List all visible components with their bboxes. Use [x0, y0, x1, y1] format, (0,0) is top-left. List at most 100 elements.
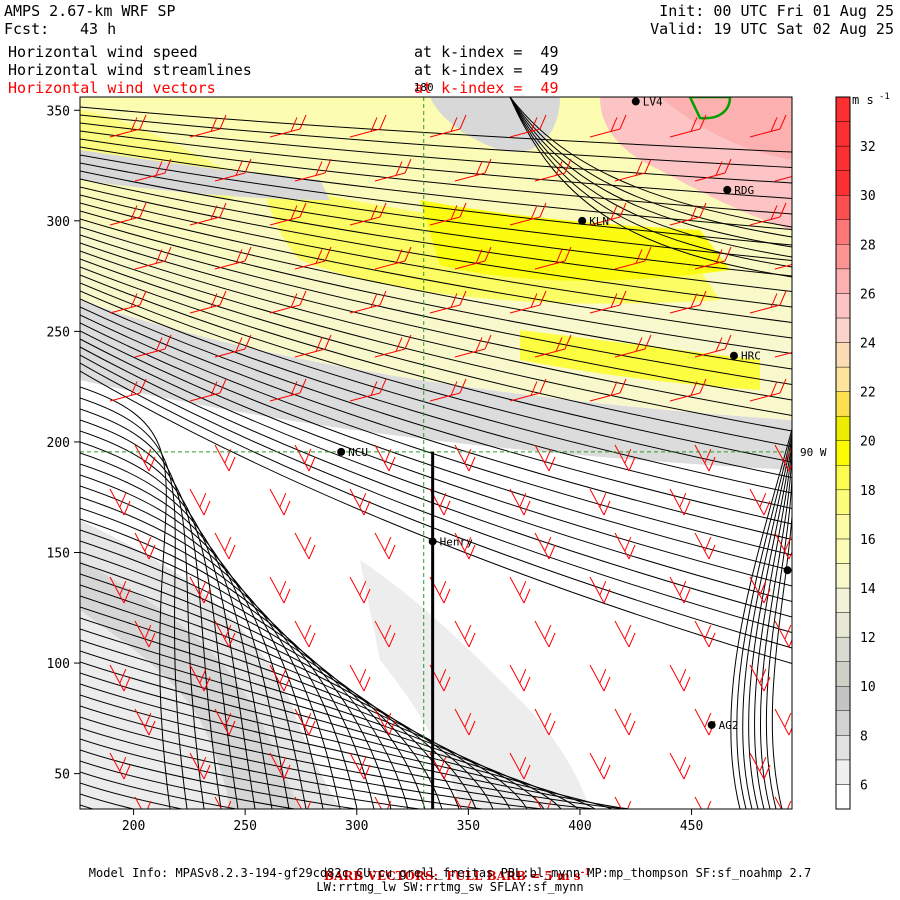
- colorbar-frame: [835, 96, 851, 810]
- streamline: [80, 507, 358, 809]
- barb-note-text: BARB VECTORS: FULL BARB = 5 m s: [323, 869, 581, 883]
- streamline: [80, 170, 792, 277]
- colorbar-unit: m s: [852, 93, 874, 107]
- wind-barb: [214, 334, 252, 358]
- wind-barb: [349, 202, 387, 226]
- streamline: [765, 453, 792, 809]
- streamline: [80, 218, 792, 370]
- x-tick-label: 250: [233, 819, 256, 834]
- wind-barb: [669, 114, 707, 138]
- field-name-vectors: Horizontal wind vectors: [8, 79, 216, 97]
- station-dot: [707, 720, 716, 729]
- streamline: [509, 97, 792, 278]
- wind-barb: [109, 664, 131, 692]
- wind-barb: [774, 175, 792, 182]
- streamline: [509, 97, 792, 228]
- y-tick-label: 200: [47, 436, 70, 451]
- wind-barb: [214, 158, 252, 182]
- streamline: [754, 444, 792, 809]
- barb-vector-note: BARB VECTORS: FULL BARB = 5 m s-1: [0, 852, 900, 883]
- streamline: [80, 322, 792, 571]
- colorbar-segment: [835, 710, 851, 736]
- colorbar-segment: [835, 735, 851, 761]
- streamline: [80, 705, 663, 809]
- wind-barb: [534, 334, 572, 358]
- wind-barb: [214, 796, 235, 809]
- streamline: [742, 436, 792, 809]
- wind-barb: [374, 158, 412, 182]
- wind-barb: [269, 114, 307, 138]
- station-label: Henry: [440, 535, 473, 548]
- colorbar-label: 22: [860, 386, 876, 401]
- colorbar-segment: [835, 170, 851, 196]
- colorbar-segment: [835, 195, 851, 220]
- colorbar-label: 18: [860, 484, 876, 499]
- wind-barb: [614, 158, 652, 182]
- wind-barb: [269, 202, 307, 226]
- wind-barb: [374, 708, 396, 736]
- y-tick-label: 250: [47, 325, 70, 340]
- wind-barb: [589, 664, 611, 692]
- streamline: [80, 694, 646, 809]
- colorbar-segment: [835, 96, 851, 122]
- streamline: [80, 354, 792, 633]
- colorbar-segment: [835, 784, 851, 810]
- wind-barb: [614, 334, 652, 358]
- colorbar-segment: [835, 342, 851, 368]
- wind-barb: [294, 246, 332, 270]
- colorbar-label: 10: [860, 680, 876, 695]
- streamline: [730, 428, 792, 809]
- wind-barb: [189, 664, 211, 692]
- streamline: [80, 274, 792, 478]
- y-tick-label: 50: [54, 768, 70, 783]
- streamline: [80, 250, 792, 432]
- wind-barb: [109, 488, 131, 516]
- wind-barb: [349, 752, 371, 780]
- wind-barb: [749, 752, 771, 780]
- wind-barb: [454, 158, 492, 182]
- colorbar-segment: [835, 514, 851, 540]
- wind-barb: [774, 351, 792, 358]
- field-level-speed: at k-index = 49: [414, 43, 559, 61]
- x-tick-label: 350: [457, 819, 480, 834]
- wind-barb: [269, 488, 291, 516]
- wind-barb: [454, 444, 476, 472]
- streamline: [509, 97, 792, 248]
- colorbar-segment: [835, 759, 851, 785]
- wind-barb: [509, 488, 531, 516]
- colorbar-label: 8: [860, 729, 868, 744]
- valid-time: Valid: 19 UTC Sat 02 Aug 25: [650, 20, 894, 38]
- wind-barb: [589, 114, 627, 138]
- wind-barb: [669, 290, 707, 314]
- wind-barb: [669, 488, 691, 516]
- streamline: [771, 457, 792, 809]
- colorbar-segment: [835, 686, 851, 711]
- wind-barb: [749, 114, 787, 138]
- colorbar-segment: [835, 391, 851, 417]
- streamline: [80, 540, 409, 809]
- wind-barb: [749, 488, 771, 516]
- wind-barb: [374, 334, 412, 358]
- wind-barb: [509, 290, 547, 314]
- streamline: [80, 106, 792, 153]
- streamline: [80, 162, 792, 261]
- colorbar-label: 20: [860, 435, 876, 450]
- wind-barb: [269, 290, 307, 314]
- parallel-label: 90 W: [800, 446, 827, 459]
- streamline: [80, 386, 171, 809]
- wind-barb: [374, 620, 396, 648]
- wind-barb: [429, 202, 467, 226]
- wind-barb: [774, 708, 792, 736]
- streamline: [80, 178, 792, 292]
- colorbar-label: 12: [860, 631, 876, 646]
- wind-barb: [589, 752, 611, 780]
- station-dot: [337, 447, 346, 456]
- wind-barb: [534, 796, 555, 809]
- wind-barb: [749, 290, 787, 314]
- wind-barb: [454, 246, 492, 270]
- station-dot: [783, 566, 792, 575]
- field-level-streamlines: at k-index = 49: [414, 61, 559, 79]
- colorbar-segment: [835, 415, 851, 441]
- wind-barb: [134, 620, 156, 648]
